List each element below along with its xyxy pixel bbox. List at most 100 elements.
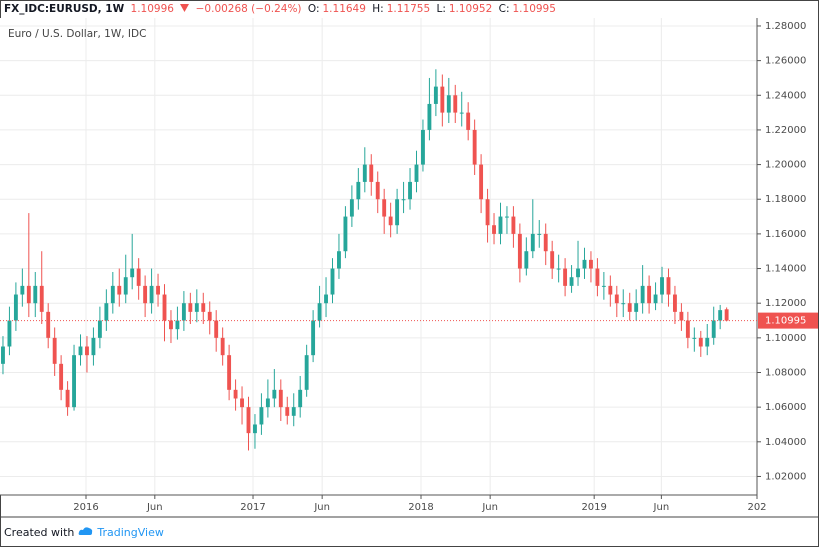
candle-body [265, 398, 270, 408]
candle-body [220, 337, 225, 356]
y-tick-label: 1.12000 [765, 298, 806, 309]
open-value: 1.11649 [322, 3, 366, 15]
candle-body [285, 407, 290, 416]
candle-body [589, 259, 593, 269]
candle-body [214, 320, 219, 338]
y-tick-label: 1.16000 [765, 229, 806, 240]
candle-body [479, 164, 484, 200]
candle-body [130, 268, 135, 278]
candle-body [149, 285, 154, 304]
open-label: O: [307, 3, 320, 15]
y-tick-label: 1.26000 [765, 56, 806, 67]
candle-body [505, 216, 509, 218]
candle-body [427, 103, 432, 130]
candle-body [711, 320, 716, 338]
brand[interactable]: TradingView [97, 526, 164, 539]
candle-body [576, 268, 580, 278]
candle-body [278, 389, 283, 408]
candle-body [13, 294, 18, 321]
candle-body [408, 181, 412, 200]
candle-body [666, 277, 671, 295]
candle-body [563, 268, 568, 286]
logo [78, 527, 93, 535]
candle-body [123, 277, 128, 295]
candle-body [440, 86, 445, 113]
candle-body [485, 199, 490, 226]
candle-body [634, 303, 639, 312]
candle-body [169, 320, 173, 330]
candle-body [421, 129, 425, 165]
candle-body [330, 268, 335, 295]
candle-body [660, 277, 664, 295]
candle-body [104, 303, 109, 321]
candle-body [382, 199, 387, 217]
x-tick-label: 2016 [73, 502, 98, 513]
candle-body [550, 251, 555, 269]
candle-body [85, 346, 89, 356]
candle-body [595, 268, 600, 286]
candle-body [718, 310, 723, 321]
candle-body [524, 251, 529, 269]
x-tick-label: Jun [481, 502, 498, 513]
candle-body [272, 389, 277, 399]
candle-body [343, 216, 348, 252]
close-value: 1.10995 [512, 3, 556, 15]
candle-body [317, 303, 322, 321]
symbol: FX_IDC:EURUSD, 1W [4, 3, 125, 15]
candle-body [246, 407, 251, 434]
y-tick-label: 1.22000 [765, 125, 806, 136]
candle-body [311, 320, 316, 356]
candle-body [52, 337, 57, 364]
candle-body [543, 233, 548, 252]
candle-body [181, 303, 186, 321]
candle-body [298, 389, 303, 408]
candle-body [517, 233, 522, 269]
candle-body [337, 251, 341, 269]
candle-body [143, 285, 148, 304]
chart-title: Euro / U.S. Dollar, 1W, IDC [8, 28, 146, 40]
x-tick-label: 202 [747, 502, 766, 513]
candle-body [530, 233, 535, 252]
candle-body [705, 337, 710, 347]
candle-body [304, 355, 309, 390]
candle-body [136, 268, 141, 286]
last-price-box [758, 312, 818, 329]
candle-body [156, 285, 160, 295]
candle-body [227, 355, 232, 390]
x-tick-label: Jun [146, 502, 163, 513]
y-tick-label: 1.10000 [765, 333, 806, 344]
candle-body [1, 346, 5, 364]
created-with: Created with [4, 526, 75, 539]
candle-body [395, 199, 400, 226]
change: −0.00268 (−0.24%) [195, 3, 302, 15]
candle-body [498, 216, 503, 234]
chart: Euro / U.S. Dollar, 1W, IDC 1.02000 1.040… [0, 18, 819, 518]
candle-body [647, 285, 652, 304]
candle-body [201, 303, 206, 312]
candle-body [601, 285, 606, 287]
down-arrow [180, 4, 190, 12]
candle-body [356, 181, 361, 200]
candle-body [556, 268, 561, 270]
candle-body [388, 216, 393, 226]
y-tick-label: 1.20000 [765, 160, 806, 171]
candle-body [569, 277, 574, 286]
candle-body [39, 285, 44, 312]
x-tick-label: 2017 [240, 502, 265, 513]
y-tick-label: 1.24000 [765, 90, 806, 101]
candle-body [33, 285, 38, 304]
candle-body [375, 181, 380, 200]
candle-body [65, 389, 70, 408]
candle-body [472, 129, 477, 165]
y-tick-label: 1.14000 [765, 264, 806, 275]
candle-body [259, 407, 264, 425]
y-tick-label: 1.06000 [765, 402, 806, 413]
candle-body [207, 311, 212, 321]
candle-body [459, 112, 464, 114]
candle-body [162, 294, 167, 321]
last-price: 1.10996 [130, 3, 174, 15]
candle-body [685, 320, 690, 338]
grid [0, 18, 758, 495]
candle-body [537, 233, 542, 235]
